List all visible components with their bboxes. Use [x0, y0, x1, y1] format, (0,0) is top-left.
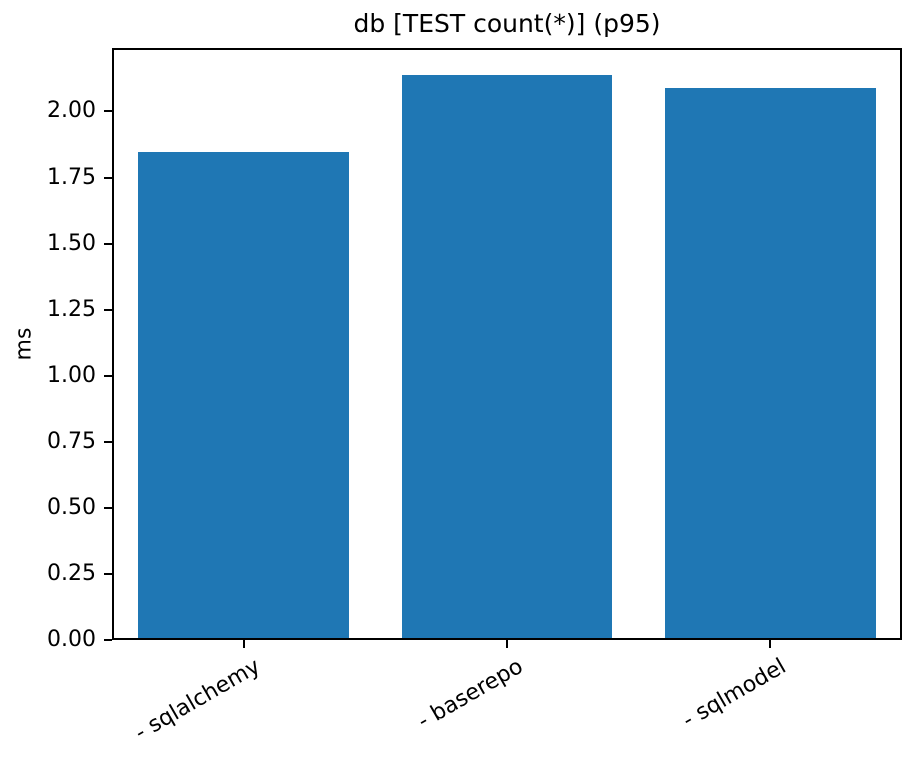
- y-tick-mark-0.00: [104, 639, 112, 641]
- bar-baserepo: [401, 75, 613, 638]
- y-tick-label-1.75: 1.75: [47, 164, 96, 190]
- y-tick-label-0.00: 0.00: [47, 627, 96, 652]
- chart-title: db [TEST count(*)] (p95): [353, 9, 661, 38]
- x-tick-mark-sqlmodel: [769, 640, 772, 648]
- y-tick-label-1.25: 1.25: [47, 296, 96, 322]
- y-tick-label-1.00: 1.00: [47, 362, 96, 388]
- x-tick-label-sqlalchemy: - sqlalchemy: [130, 654, 265, 746]
- y-tick-mark-0.25: [104, 572, 112, 575]
- x-tick-label-sqlmodel: - sqlmodel: [678, 654, 791, 734]
- bar-sqlalchemy: [138, 151, 349, 638]
- x-tick-mark-baserepo: [506, 640, 508, 648]
- y-tick-label-0.25: 0.25: [47, 560, 96, 586]
- y-tick-label-0.75: 0.75: [47, 428, 96, 454]
- x-tick-mark-sqlalchemy: [242, 640, 245, 648]
- y-axis-label: ms: [11, 327, 37, 361]
- y-tick-label-0.50: 0.50: [47, 494, 96, 520]
- x-tick-label-baserepo: - baserepo: [413, 654, 528, 735]
- y-tick-label-2.00: 2.00: [47, 98, 96, 124]
- plot-area: [112, 48, 902, 640]
- y-tick-mark-0.75: [104, 440, 112, 443]
- y-tick-mark-1.25: [104, 308, 112, 311]
- y-tick-mark-1.75: [104, 176, 112, 179]
- y-tick-mark-1.00: [104, 374, 112, 377]
- y-tick-mark-1.50: [104, 242, 112, 245]
- y-tick-mark-0.50: [104, 506, 112, 509]
- y-tick-mark-2.00: [104, 110, 112, 113]
- y-tick-label-1.50: 1.50: [47, 230, 96, 256]
- bar-sqlmodel: [665, 88, 876, 638]
